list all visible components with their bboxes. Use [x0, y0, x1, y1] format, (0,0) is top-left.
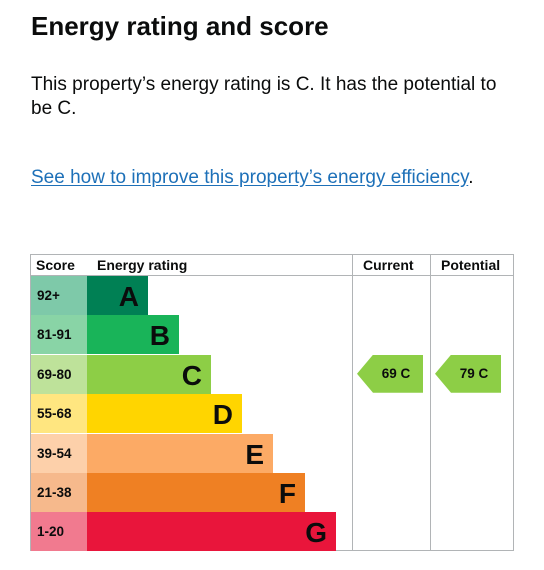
band-score-range: 55-68: [31, 394, 87, 434]
band-score-range: 1-20: [31, 512, 87, 552]
energy-rating-chart: Score Energy rating Current Potential 92…: [30, 254, 514, 552]
improve-paragraph: See how to improve this property’s energ…: [31, 166, 501, 189]
improve-efficiency-link[interactable]: See how to improve this property’s energ…: [31, 167, 469, 188]
band-bar-a: A: [87, 276, 148, 315]
current-column-divider: [352, 255, 353, 550]
header-divider: [31, 275, 513, 276]
band-row-d: 55-68 D: [31, 394, 352, 434]
band-bar-b: B: [87, 315, 179, 355]
band-bar-e: E: [87, 433, 273, 473]
band-score-range: 21-38: [31, 473, 87, 512]
header-current: Current: [363, 257, 414, 273]
band-row-b: 81-91 B: [31, 315, 352, 355]
band-row-c: 69-80 C: [31, 354, 352, 394]
band-row-g: 1-20 G: [31, 512, 352, 552]
header-potential: Potential: [441, 257, 501, 273]
link-suffix: .: [468, 167, 474, 188]
band-row-a: 92+ A: [31, 276, 352, 315]
band-score-range: 39-54: [31, 433, 87, 473]
current-rating-arrow: 69 C: [357, 354, 423, 393]
band-score-range: 69-80: [31, 354, 87, 394]
potential-rating-arrow: 79 C: [435, 354, 501, 393]
band-row-f: 21-38 F: [31, 473, 352, 512]
potential-column-divider: [430, 255, 431, 550]
band-bar-g: G: [87, 512, 336, 552]
header-energy-rating: Energy rating: [97, 257, 188, 273]
band-bar-d: D: [87, 394, 242, 434]
header-score: Score: [36, 257, 75, 273]
band-bar-f: F: [87, 473, 305, 512]
rating-summary: This property’s energy rating is C. It h…: [31, 74, 497, 119]
page-title: Energy rating and score: [31, 11, 329, 41]
band-score-range: 81-91: [31, 315, 87, 355]
band-bar-c: C: [87, 354, 211, 394]
band-row-e: 39-54 E: [31, 433, 352, 473]
band-score-range: 92+: [31, 276, 87, 315]
